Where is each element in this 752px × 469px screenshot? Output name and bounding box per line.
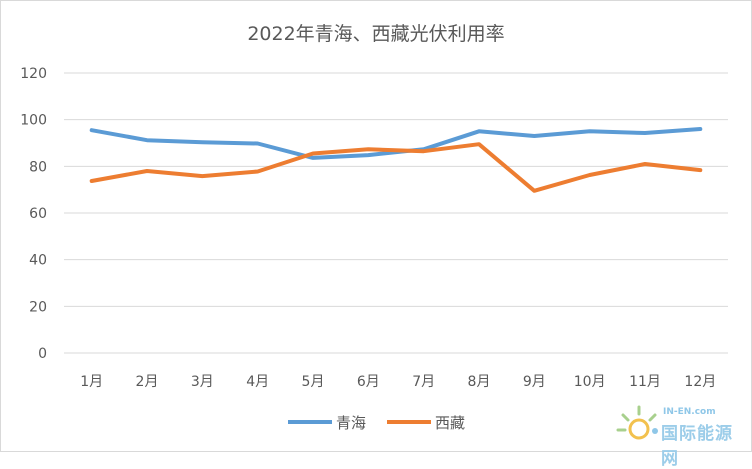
sun-logo-icon (615, 403, 661, 447)
x-tick-label: 3月 (191, 374, 214, 390)
y-axis-ticks: 0 20 40 60 80 100 120 (20, 66, 47, 362)
legend-label-0: 青海 (336, 414, 366, 432)
x-tick-label: 9月 (523, 374, 546, 390)
x-tick-label: 10月 (574, 374, 606, 390)
y-tick-label: 60 (29, 206, 47, 222)
x-tick-label: 4月 (246, 374, 269, 390)
legend-label-1: 西藏 (435, 414, 465, 432)
y-tick-label: 20 (29, 299, 47, 315)
watermark-domain: IN-EN.com (663, 407, 716, 417)
y-tick-label: 80 (29, 159, 47, 175)
series-line-0 (92, 129, 701, 158)
y-tick-label: 40 (29, 253, 47, 269)
y-tick-label: 100 (20, 113, 47, 129)
series-lines (92, 129, 701, 191)
series-line-1 (92, 144, 701, 191)
watermark-logo: IN-EN.com 国际能源网 (615, 403, 745, 447)
y-tick-label: 0 (38, 346, 47, 362)
watermark-name: 国际能源网 (661, 419, 745, 469)
x-tick-label: 7月 (412, 374, 435, 390)
x-tick-label: 2月 (136, 374, 159, 390)
x-tick-label: 12月 (684, 374, 716, 390)
x-tick-label: 6月 (357, 374, 380, 390)
legend: 青海 西藏 (288, 414, 465, 432)
line-chart: 0 20 40 60 80 100 120 1月 2月 3月 4月 5月 6月 7月 8月 9月 10月 11月… (1, 1, 751, 451)
x-tick-label: 5月 (302, 374, 325, 390)
x-tick-label: 1月 (80, 374, 103, 390)
x-tick-label: 8月 (468, 374, 491, 390)
y-tick-label: 120 (20, 66, 47, 82)
x-tick-label: 11月 (629, 374, 661, 390)
gridlines (64, 73, 728, 353)
x-axis-ticks: 1月 2月 3月 4月 5月 6月 7月 8月 9月 10月 11月 12月 (80, 374, 716, 390)
